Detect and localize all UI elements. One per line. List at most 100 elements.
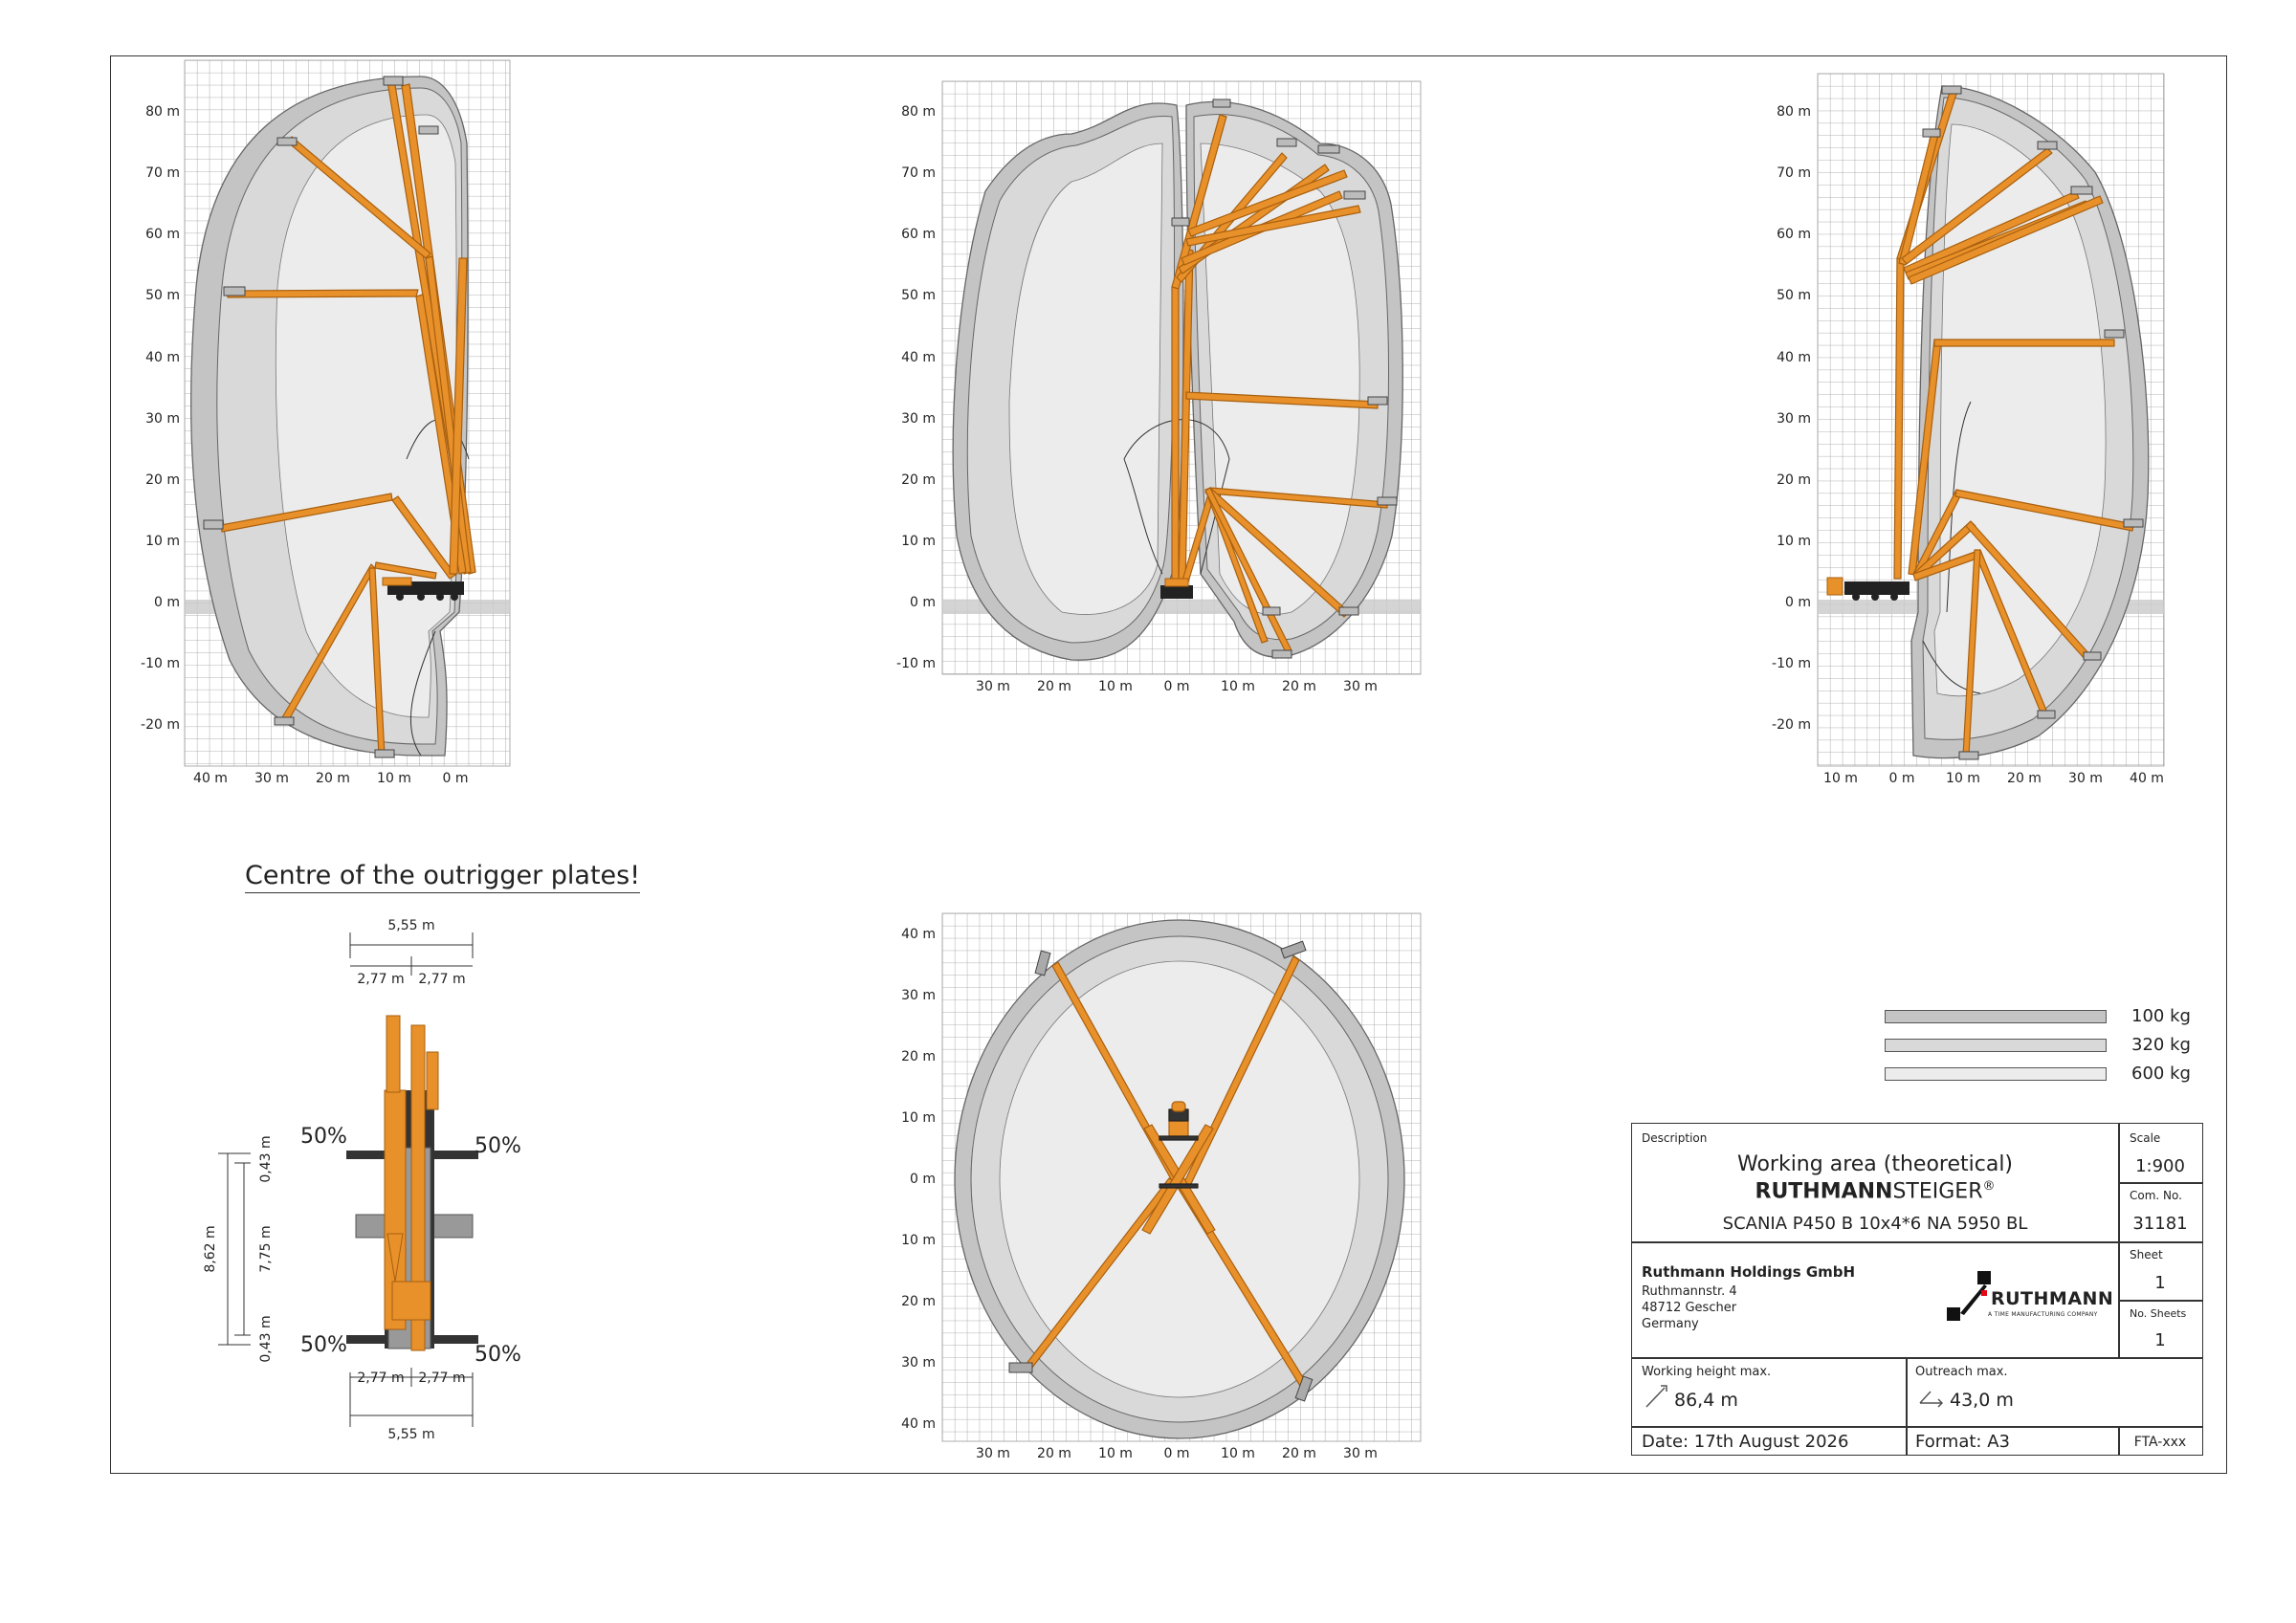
legend-row: 100 kg bbox=[1885, 1006, 2210, 1027]
scale-label: Scale bbox=[2130, 1131, 2161, 1145]
side-left-ytick: -20 m bbox=[141, 717, 180, 733]
side-middle-baskets bbox=[1171, 99, 1398, 659]
side-left-ytick: 10 m bbox=[145, 534, 180, 549]
side-middle-xtick: 20 m bbox=[1037, 679, 1071, 694]
brand-regular: STEIGER bbox=[1892, 1179, 1983, 1204]
side-left-xtick: 30 m bbox=[254, 771, 289, 786]
side-left-xtick: 40 m bbox=[193, 771, 228, 786]
top-view-ytick: 30 m bbox=[901, 1355, 936, 1371]
side-right-ytick: 0 m bbox=[1785, 595, 1811, 610]
top-view-ytick: 20 m bbox=[901, 1049, 936, 1064]
model-designation: SCANIA P450 B 10x4*6 NA 5950 BL bbox=[1722, 1214, 2028, 1234]
side-middle-ytick: 80 m bbox=[901, 104, 936, 120]
load-legend: 100 kg 320 kg 600 kg bbox=[1885, 1006, 2210, 1092]
side-middle-ytick: 60 m bbox=[901, 227, 936, 242]
side-left-ytick: 50 m bbox=[145, 288, 180, 303]
top-view-xtick: 20 m bbox=[1037, 1446, 1071, 1461]
top-view-ytick: 40 m bbox=[901, 927, 936, 942]
top-view-xtick: 20 m bbox=[1282, 1446, 1316, 1461]
working-height-icon bbox=[1645, 1385, 1667, 1408]
side-right-xtick: 10 m bbox=[1946, 771, 1980, 786]
outrigger-top-left: 2,77 m bbox=[357, 972, 404, 987]
sheet-label: Sheet bbox=[2130, 1248, 2163, 1261]
top-view-xtick: 30 m bbox=[1343, 1446, 1378, 1461]
side-middle-ytick: 70 m bbox=[901, 165, 936, 181]
side-middle-booms bbox=[1171, 114, 1388, 653]
outrigger-dim-lines bbox=[218, 932, 474, 1427]
legend-label: 600 kg bbox=[2131, 1064, 2191, 1084]
outrigger-bottom-total: 5,55 m bbox=[387, 1427, 434, 1442]
side-middle-ytick: 30 m bbox=[901, 411, 936, 427]
outreach-icon bbox=[1919, 1391, 1944, 1408]
side-right-ytick: 20 m bbox=[1777, 472, 1811, 488]
side-left-xtick: 10 m bbox=[377, 771, 411, 786]
legend-label: 320 kg bbox=[2131, 1035, 2191, 1055]
description-title: Working area (theoretical) bbox=[1736, 1152, 2014, 1176]
side-left-ytick: 30 m bbox=[145, 411, 180, 427]
side-right-xtick: 30 m bbox=[2068, 771, 2103, 786]
top-view-ytick: 20 m bbox=[901, 1294, 936, 1309]
side-left-ytick: 0 m bbox=[154, 595, 180, 610]
outrigger-title: Centre of the outrigger plates! bbox=[245, 861, 641, 893]
top-view-ytick: 40 m bbox=[901, 1416, 936, 1432]
top-view-plates bbox=[1008, 940, 1314, 1402]
side-left-ytick: 70 m bbox=[145, 165, 180, 181]
side-right-ytick: 60 m bbox=[1777, 227, 1811, 242]
side-right-ytick: -10 m bbox=[1772, 656, 1811, 671]
side-right-ytick: -20 m bbox=[1772, 717, 1811, 733]
document-code: FTA-xxx bbox=[2133, 1435, 2187, 1450]
company-name: Ruthmann Holdings GmbH bbox=[1642, 1263, 1856, 1281]
side-middle-xtick: 20 m bbox=[1282, 679, 1316, 694]
outrigger-chassis bbox=[346, 1015, 478, 1351]
outrigger-offset-bottom: 0,43 m bbox=[258, 1315, 274, 1362]
company-city: 48712 Gescher bbox=[1642, 1301, 1737, 1315]
side-right-truck bbox=[1826, 577, 1910, 601]
logo-subtitle: A TIME MANUFACTURING COMPANY bbox=[1988, 1311, 2098, 1318]
side-middle-ytick: 10 m bbox=[901, 534, 936, 549]
top-view-ytick: 0 m bbox=[910, 1172, 936, 1187]
side-right-ytick: 50 m bbox=[1777, 288, 1811, 303]
comno-value: 31181 bbox=[2132, 1214, 2188, 1234]
nosheets-value: 1 bbox=[2154, 1330, 2166, 1350]
logo-wordmark: RUTHMANN bbox=[1991, 1288, 2114, 1309]
comno-label: Com. No. bbox=[2130, 1189, 2182, 1202]
outreach-label: Outreach max. bbox=[1915, 1365, 2008, 1379]
side-right-ytick: 40 m bbox=[1777, 350, 1811, 365]
outrigger-inner-length: 7,75 m bbox=[258, 1225, 274, 1272]
drawing-format: Format: A3 bbox=[1915, 1432, 2010, 1452]
side-left-ytick: -10 m bbox=[141, 656, 180, 671]
company-country: Germany bbox=[1642, 1317, 1699, 1331]
scale-value: 1:900 bbox=[2135, 1156, 2185, 1176]
outreach-value: 43,0 m bbox=[1950, 1390, 2014, 1411]
side-right-xtick: 40 m bbox=[2130, 771, 2164, 786]
legend-label: 100 kg bbox=[2131, 1006, 2191, 1026]
top-view-booms bbox=[1022, 955, 1310, 1392]
company-street: Ruthmannstr. 4 bbox=[1642, 1284, 1737, 1299]
side-left-ytick: 20 m bbox=[145, 472, 180, 488]
sheet-value: 1 bbox=[2154, 1273, 2166, 1293]
side-right-booms bbox=[1893, 85, 2134, 757]
outrigger-load-br: 50% bbox=[475, 1343, 521, 1367]
side-middle-truck bbox=[1160, 578, 1193, 599]
side-middle-envelope bbox=[952, 100, 1403, 661]
side-middle-ytick: 50 m bbox=[901, 288, 936, 303]
top-view-ytick: 10 m bbox=[901, 1110, 936, 1126]
brand-mark: ® bbox=[1982, 1179, 1996, 1194]
side-middle-ytick: 40 m bbox=[901, 350, 936, 365]
brand-line: RUTHMANNSTEIGER® bbox=[1632, 1179, 2118, 1203]
title-block: Description Working area (theoretical) R… bbox=[1631, 1123, 2203, 1456]
side-right-xtick: 20 m bbox=[2007, 771, 2042, 786]
side-middle-xtick: 30 m bbox=[976, 679, 1010, 694]
description-label: Description bbox=[1642, 1131, 1708, 1145]
side-left-xtick: 0 m bbox=[443, 771, 469, 786]
legend-swatch bbox=[1885, 1010, 2107, 1023]
legend-row: 600 kg bbox=[1885, 1064, 2210, 1085]
drawing-frame bbox=[110, 55, 2227, 1474]
side-left-truck bbox=[382, 577, 464, 601]
outrigger-offset-top: 0,43 m bbox=[258, 1135, 274, 1182]
legend-swatch bbox=[1885, 1067, 2107, 1081]
side-middle-ytick: -10 m bbox=[896, 656, 936, 671]
